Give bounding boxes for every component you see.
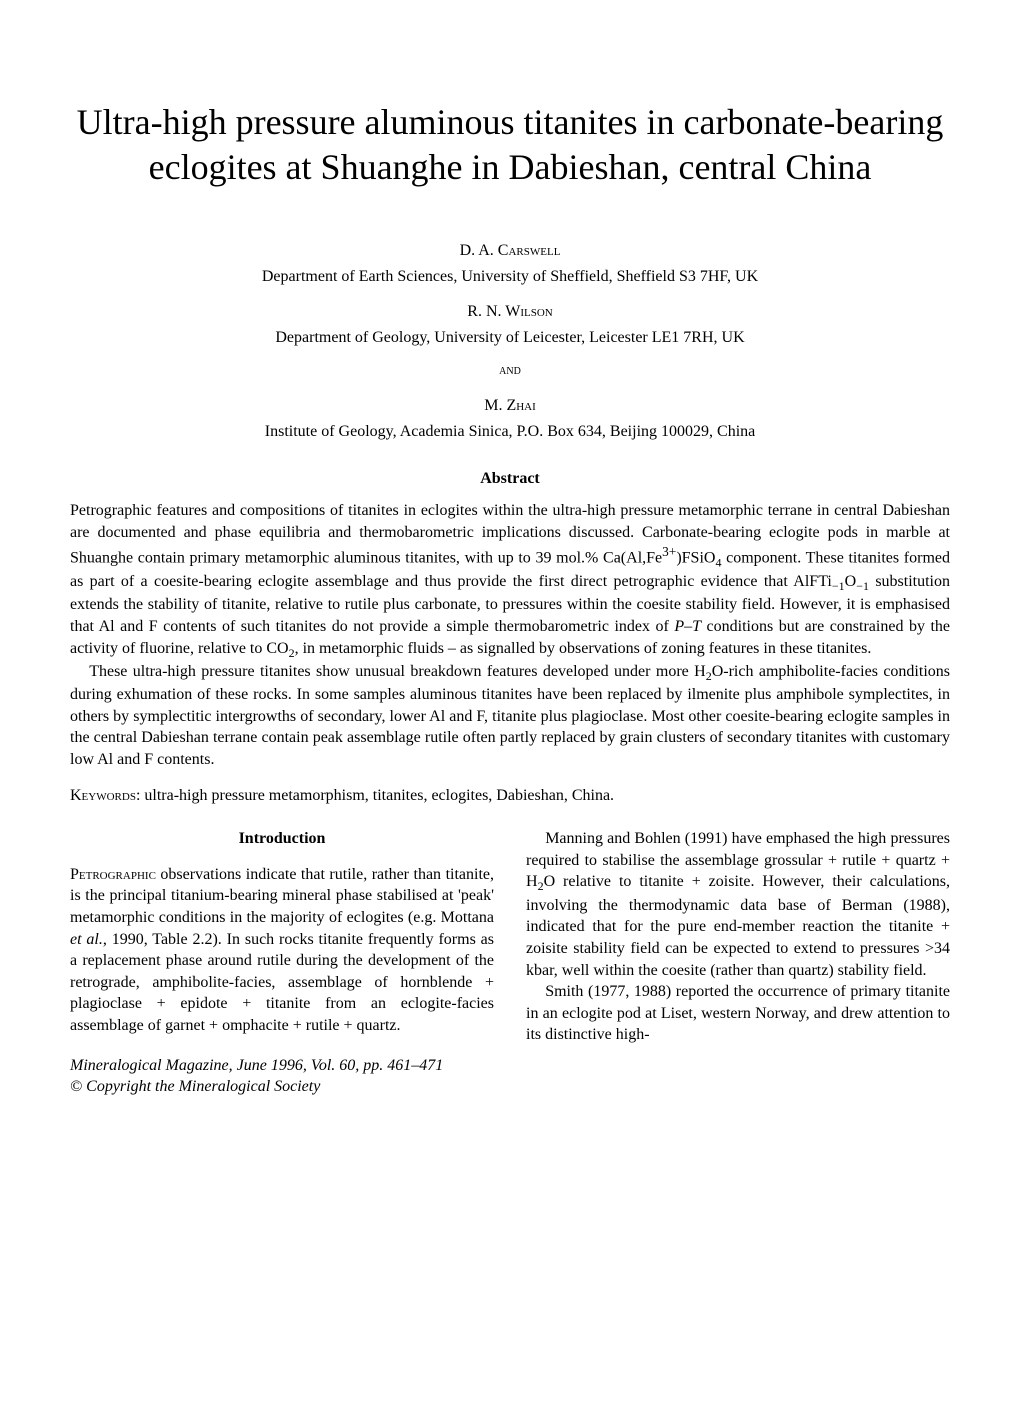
introduction-heading: Introduction (70, 828, 494, 850)
abstract-heading: Abstract (70, 468, 950, 490)
journal-citation: Mineralogical Magazine, June 1996, Vol. … (70, 1055, 494, 1077)
author-affiliation-2: Department of Geology, University of Lei… (70, 327, 950, 349)
keywords-line: Keywords: ultra-high pressure metamorphi… (70, 785, 950, 807)
abstract-body: Petrographic features and compositions o… (70, 500, 950, 771)
abstract-paragraph-1: Petrographic features and compositions o… (70, 500, 950, 661)
author-affiliation-1: Department of Earth Sciences, University… (70, 266, 950, 288)
body-columns: Introduction Petrographic observations i… (70, 828, 950, 1098)
keywords-label: Keywords: (70, 787, 140, 804)
author-name-2: R. N. Wilson (70, 301, 950, 323)
intro-paragraph-1: Petrographic observations indicate that … (70, 864, 494, 1037)
author-name-1: D. A. Carswell (70, 240, 950, 262)
abstract-paragraph-2: These ultra-high pressure titanites show… (70, 661, 950, 771)
left-column: Introduction Petrographic observations i… (70, 828, 494, 1098)
paper-title: Ultra-high pressure aluminous titanites … (70, 100, 950, 190)
author-block-1: D. A. Carswell Department of Earth Scien… (70, 240, 950, 287)
keywords-text: ultra-high pressure metamorphism, titani… (140, 787, 614, 804)
author-name-3: M. Zhai (70, 395, 950, 417)
right-col-paragraph-1: Manning and Bohlen (1991) have emphased … (526, 828, 950, 981)
right-column: Manning and Bohlen (1991) have emphased … (526, 828, 950, 1098)
author-block-3: M. Zhai Institute of Geology, Academia S… (70, 395, 950, 442)
author-separator-and: and (70, 362, 950, 381)
author-affiliation-3: Institute of Geology, Academia Sinica, P… (70, 421, 950, 443)
copyright-line: © Copyright the Mineralogical Society (70, 1076, 494, 1098)
author-block-2: R. N. Wilson Department of Geology, Univ… (70, 301, 950, 348)
right-col-paragraph-2: Smith (1977, 1988) reported the occurren… (526, 981, 950, 1046)
